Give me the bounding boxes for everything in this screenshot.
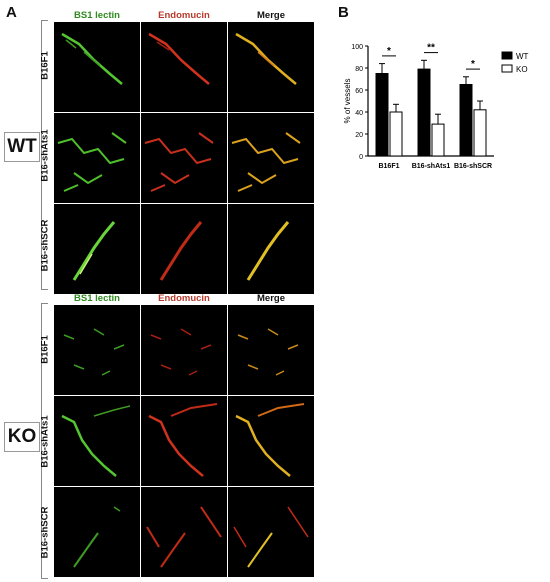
legend-label-wt: WT <box>516 52 529 61</box>
col-header-merge: Merge <box>257 10 285 21</box>
y-tick-label: 40 <box>355 110 363 117</box>
image-ko-b16-shscr-endomucin <box>141 487 227 577</box>
image-wt-b16-shscr-merge <box>228 204 314 294</box>
bar-ko <box>389 111 403 157</box>
image-wt-b16f1-endomucin <box>141 22 227 112</box>
image-wt-b16-shscr-lectin <box>54 204 140 294</box>
row-label-ko-b16f1: B16F1 <box>39 335 51 364</box>
bar-ko <box>431 123 445 157</box>
group-bracket-ko <box>41 303 48 579</box>
y-tick-label: 80 <box>355 66 363 73</box>
y-tick-label: 0 <box>359 154 363 161</box>
image-ko-b16-shscr-merge <box>228 487 314 577</box>
legend-swatch-ko <box>501 64 513 73</box>
significance-marker: * <box>387 46 391 57</box>
bar-ko <box>473 109 487 157</box>
image-ko-b16f1-endomucin <box>141 305 227 395</box>
group-label-wt: WT <box>4 132 40 162</box>
image-wt-b16-shats1-merge <box>228 113 314 203</box>
col-header-bs1-lectin: BS1 lectin <box>74 10 120 21</box>
group-bracket-wt <box>41 20 48 290</box>
image-wt-b16-shscr-endomucin <box>141 204 227 294</box>
image-ko-b16-shats1-merge <box>228 396 314 486</box>
y-axis-label: % of vessels <box>344 79 352 124</box>
y-tick-label: 60 <box>355 88 363 95</box>
image-ko-b16-shscr-lectin <box>54 487 140 577</box>
col-header-ko-merge: Merge <box>257 293 285 304</box>
legend-label-ko: KO <box>516 65 528 74</box>
bar-chart: 0 20 40 60 80 100 % of vessels * B16F1 ** B16-shAt… <box>344 43 529 170</box>
row-label-wt-b16f1: B16F1 <box>39 51 51 80</box>
row-label-wt-b16-shats1: B16-shAts1 <box>39 129 51 182</box>
significance-marker: ** <box>427 43 435 54</box>
image-wt-b16f1-merge <box>228 22 314 112</box>
legend-swatch-wt <box>501 51 513 60</box>
image-wt-b16f1-lectin <box>54 22 140 112</box>
bar-wt <box>375 73 389 157</box>
image-ko-b16f1-merge <box>228 305 314 395</box>
x-tick-label: B16F1 <box>378 163 399 170</box>
bar-wt <box>459 84 473 157</box>
image-wt-b16-shats1-lectin <box>54 113 140 203</box>
row-label-ko-b16-shscr: B16-shSCR <box>39 506 51 559</box>
group-label-ko: KO <box>4 422 40 452</box>
row-label-ko-b16-shats1: B16-shAts1 <box>39 415 51 468</box>
col-header-ko-endomucin: Endomucin <box>158 293 210 304</box>
col-header-endomucin: Endomucin <box>158 10 210 21</box>
row-label-wt-b16-shscr: B16-shSCR <box>39 219 51 272</box>
bar-wt <box>417 68 431 157</box>
image-wt-b16-shats1-endomucin <box>141 113 227 203</box>
image-ko-b16f1-lectin <box>54 305 140 395</box>
panel-label-b: B <box>338 4 349 21</box>
x-tick-label: B16-shAts1 <box>412 163 451 170</box>
significance-marker: * <box>471 59 475 70</box>
y-tick-label: 100 <box>351 44 363 51</box>
x-tick-label: B16-shSCR <box>454 163 492 170</box>
image-ko-b16-shats1-lectin <box>54 396 140 486</box>
image-ko-b16-shats1-endomucin <box>141 396 227 486</box>
col-header-ko-bs1-lectin: BS1 lectin <box>74 293 120 304</box>
y-tick-label: 20 <box>355 132 363 139</box>
panel-label-a: A <box>6 4 17 21</box>
